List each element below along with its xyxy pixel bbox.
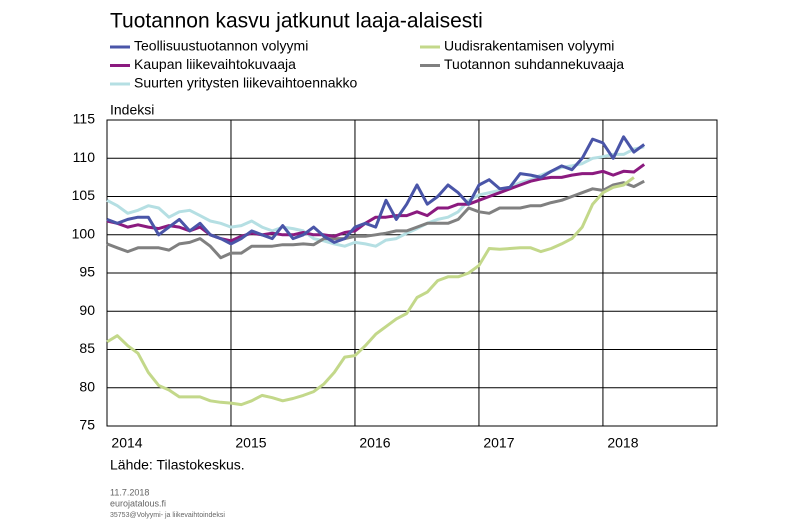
y-tick-label: 100	[72, 225, 96, 241]
source: Lähde: Tilastokeskus.	[110, 457, 245, 473]
x-tick-label: 2017	[483, 435, 514, 451]
y-axis-label: Indeksi	[110, 102, 154, 118]
x-tick-label: 2018	[607, 435, 638, 451]
y-tick-label: 75	[79, 417, 95, 433]
y-tick-label: 115	[73, 111, 96, 127]
series-line	[106, 176, 635, 407]
x-tick-label: 2016	[359, 435, 390, 451]
legend-label: Uudisrakentamisen volyymi	[444, 38, 614, 54]
series-line	[106, 179, 645, 260]
y-tick-label: 85	[79, 340, 95, 356]
plot-frame	[106, 119, 718, 427]
y-tick-label: 110	[73, 149, 96, 165]
footer-date: 11.7.2018	[110, 487, 149, 497]
legend-label: Tuotannon suhdannekuvaaja	[444, 56, 624, 72]
legend-label: Teollisuustuotannon volyymi	[134, 38, 308, 54]
y-tick-label: 80	[79, 378, 95, 394]
footer-id: 35753@Volyymi- ja liikevaihtoindeksi	[110, 512, 225, 519]
legend-label: Suurten yritysten liikevaihtoennakko	[134, 75, 358, 91]
x-tick-label: 2015	[235, 435, 266, 451]
chart-title: Tuotannon kasvu jatkunut laaja-alaisesti	[110, 10, 483, 33]
x-tick-label: 2014	[111, 435, 142, 451]
y-tick-label: 105	[72, 187, 96, 203]
legend-label: Kaupan liikevaihtokuvaaja	[134, 56, 296, 72]
y-tick-label: 95	[79, 264, 95, 280]
footer-site: eurojatalous.fi	[110, 498, 166, 508]
series-line	[106, 135, 646, 246]
series-line	[106, 163, 646, 243]
y-tick-label: 90	[79, 302, 95, 318]
